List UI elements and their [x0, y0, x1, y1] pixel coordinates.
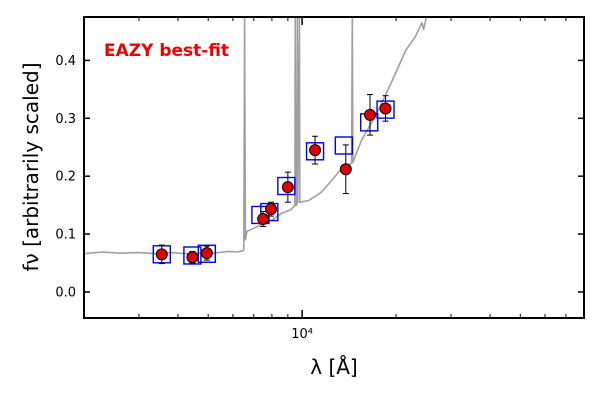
model-flux-square	[334, 136, 354, 155]
x-tick-label: 10⁴	[291, 327, 313, 342]
observed-data-point	[281, 181, 294, 194]
y-tick-label: 0.2	[55, 170, 76, 185]
y-tick-label: 0.1	[55, 228, 76, 243]
observed-data-point	[257, 213, 270, 226]
y-tick-label: 0.0	[55, 285, 76, 300]
x-tick-labels: 10⁴	[291, 327, 313, 342]
observed-data-point	[186, 251, 199, 264]
model-flux-square	[277, 176, 296, 196]
observed-data-point	[155, 248, 168, 261]
observed-data-point	[379, 102, 392, 115]
chart-annotation: EAZY best-fit	[104, 41, 229, 61]
observed-data-point	[309, 144, 322, 157]
observed-data-point	[265, 203, 278, 216]
observed-data-point	[339, 163, 352, 176]
plot-content	[84, 17, 428, 265]
model-flux-square	[183, 246, 202, 265]
y-tick-label: 0.3	[55, 112, 76, 127]
y-axis-title: fν [arbitrarily scaled]	[19, 63, 43, 272]
y-tick-label: 0.4	[55, 54, 76, 69]
x-axis-title: λ [Å]	[310, 355, 357, 379]
y-tick-labels: 0.0 0.1 0.2 0.3 0.4	[55, 54, 76, 301]
observed-data-point	[200, 247, 213, 260]
observed-data-point	[364, 108, 377, 121]
model-flux-square	[197, 244, 217, 263]
plot-frame	[83, 16, 585, 319]
